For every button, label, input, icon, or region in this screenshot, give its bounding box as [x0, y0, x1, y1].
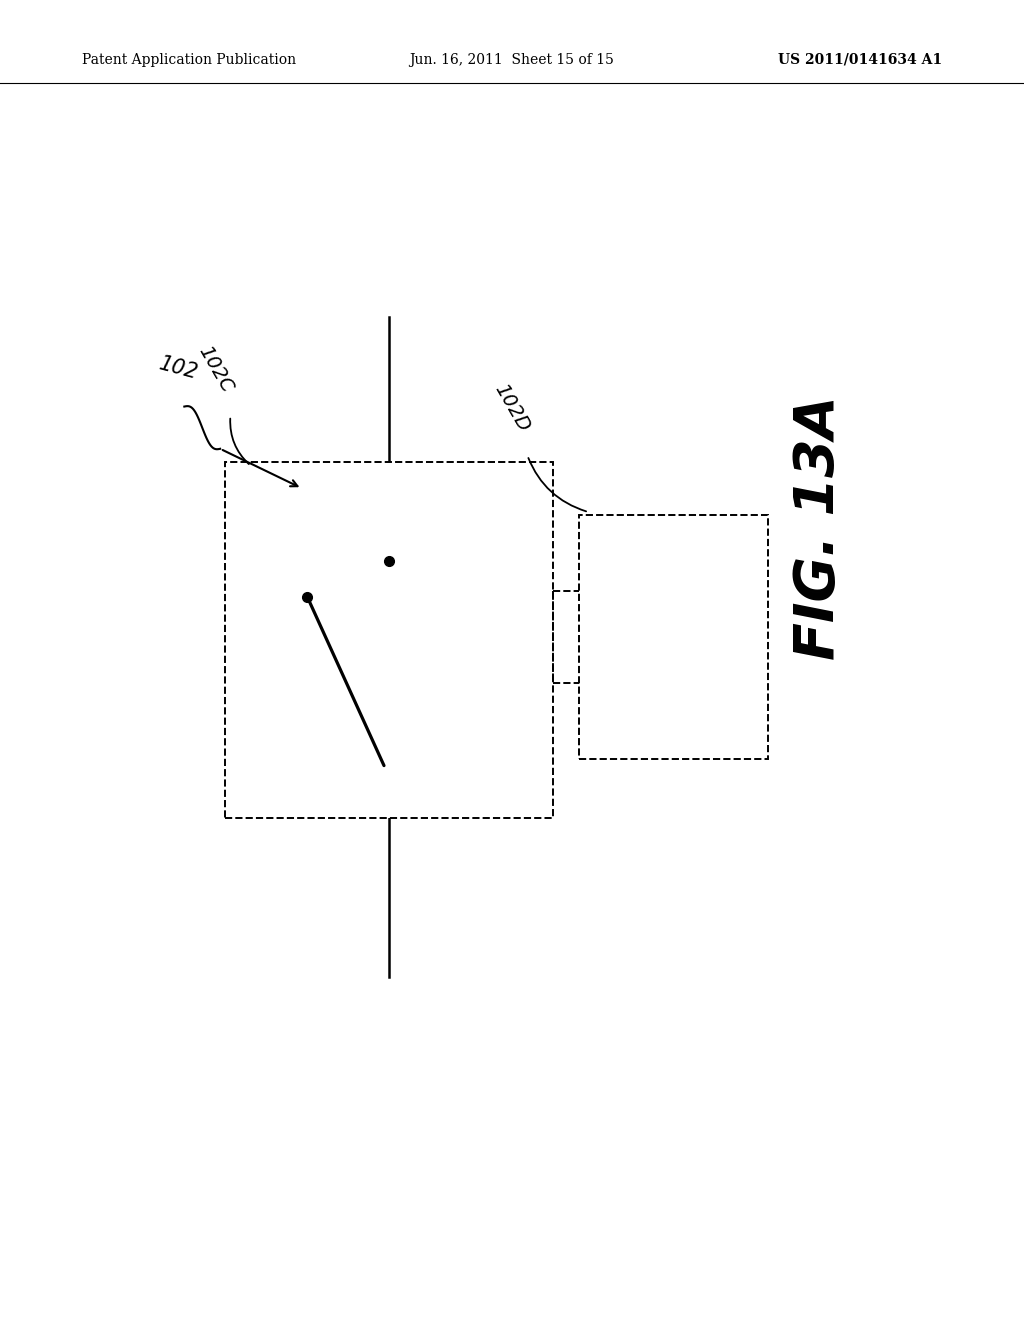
Text: FIG. 13A: FIG. 13A: [793, 396, 846, 660]
Text: Patent Application Publication: Patent Application Publication: [82, 53, 296, 67]
Text: US 2011/0141634 A1: US 2011/0141634 A1: [778, 53, 942, 67]
Bar: [579, 515, 768, 759]
Bar: [225, 462, 553, 818]
Text: 102C: 102C: [195, 343, 236, 396]
Text: Jun. 16, 2011  Sheet 15 of 15: Jun. 16, 2011 Sheet 15 of 15: [410, 53, 614, 67]
Text: 102D: 102D: [490, 381, 534, 436]
Text: 102: 102: [158, 354, 201, 383]
